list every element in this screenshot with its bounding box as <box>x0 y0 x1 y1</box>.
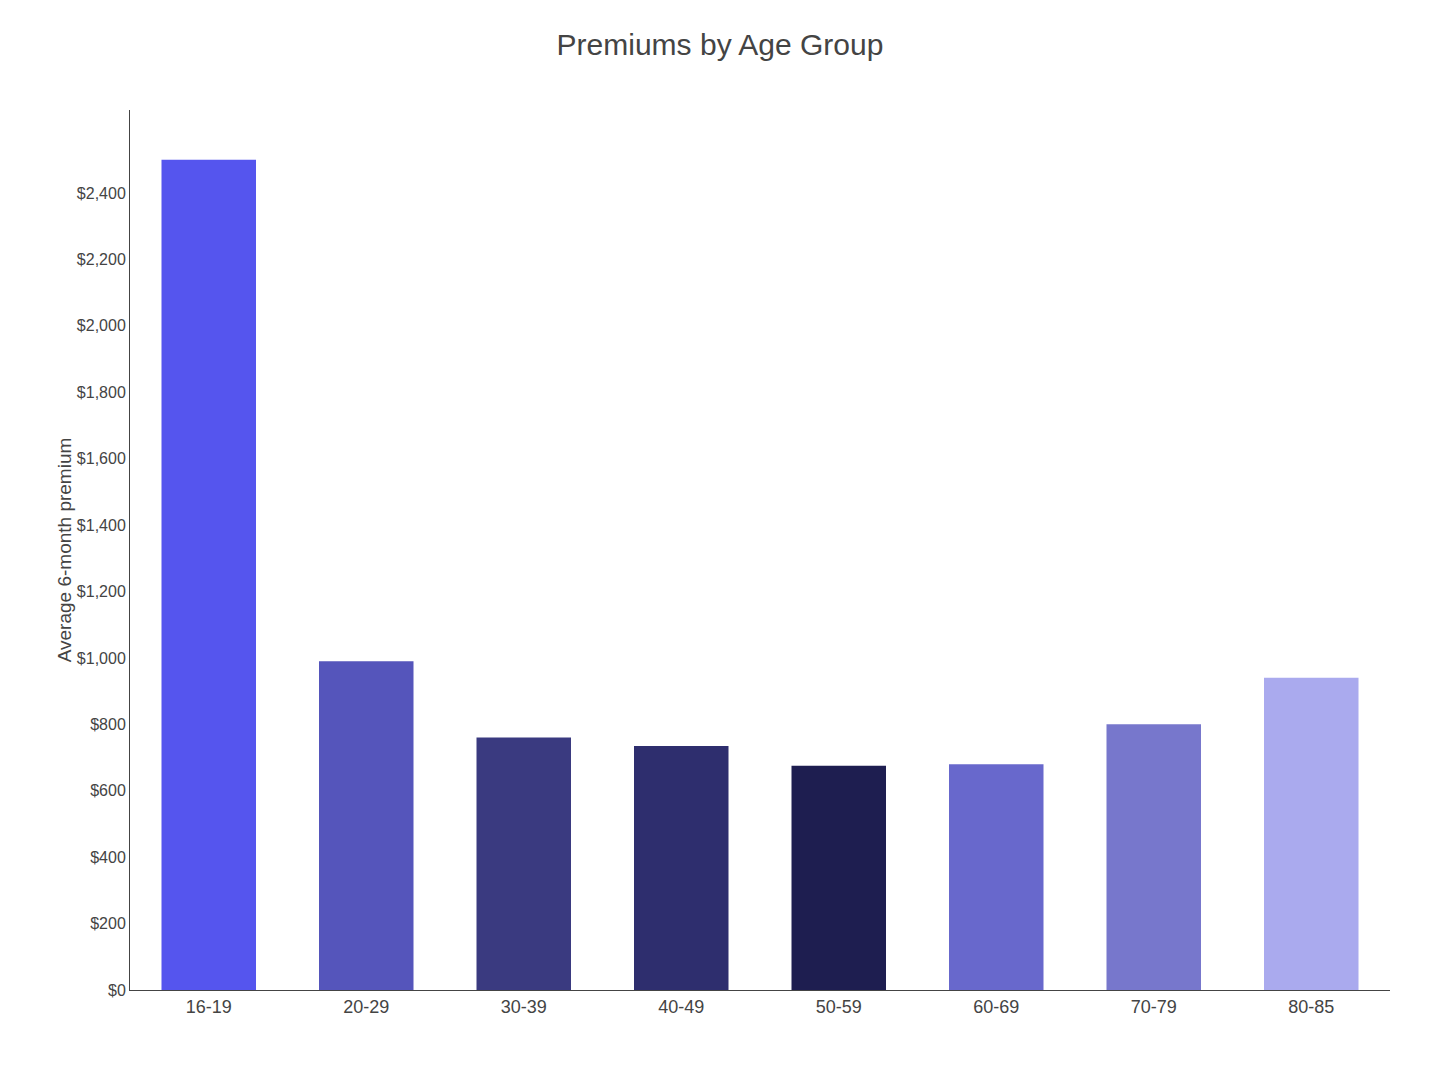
svg-text:$1,800: $1,800 <box>77 384 126 401</box>
svg-text:40-49: 40-49 <box>658 997 704 1017</box>
svg-text:16-19: 16-19 <box>186 997 232 1017</box>
svg-text:$1,000: $1,000 <box>77 650 126 667</box>
svg-text:70-79: 70-79 <box>1131 997 1177 1017</box>
svg-text:80-85: 80-85 <box>1288 997 1334 1017</box>
svg-text:$2,000: $2,000 <box>77 317 126 334</box>
svg-text:$2,400: $2,400 <box>77 185 126 202</box>
svg-text:$1,200: $1,200 <box>77 583 126 600</box>
svg-text:$800: $800 <box>90 716 126 733</box>
svg-text:60-69: 60-69 <box>973 997 1019 1017</box>
svg-text:$2,200: $2,200 <box>77 251 126 268</box>
svg-text:$600: $600 <box>90 782 126 799</box>
svg-text:20-29: 20-29 <box>343 997 389 1017</box>
svg-text:$200: $200 <box>90 915 126 932</box>
svg-text:$400: $400 <box>90 849 126 866</box>
svg-text:$1,400: $1,400 <box>77 517 126 534</box>
svg-text:$1,600: $1,600 <box>77 450 126 467</box>
svg-text:Premiums by Age Group: Premiums by Age Group <box>557 28 884 61</box>
svg-text:Average 6-month premium: Average 6-month premium <box>54 438 75 663</box>
svg-text:50-59: 50-59 <box>816 997 862 1017</box>
svg-text:$0: $0 <box>108 982 126 999</box>
svg-text:30-39: 30-39 <box>501 997 547 1017</box>
